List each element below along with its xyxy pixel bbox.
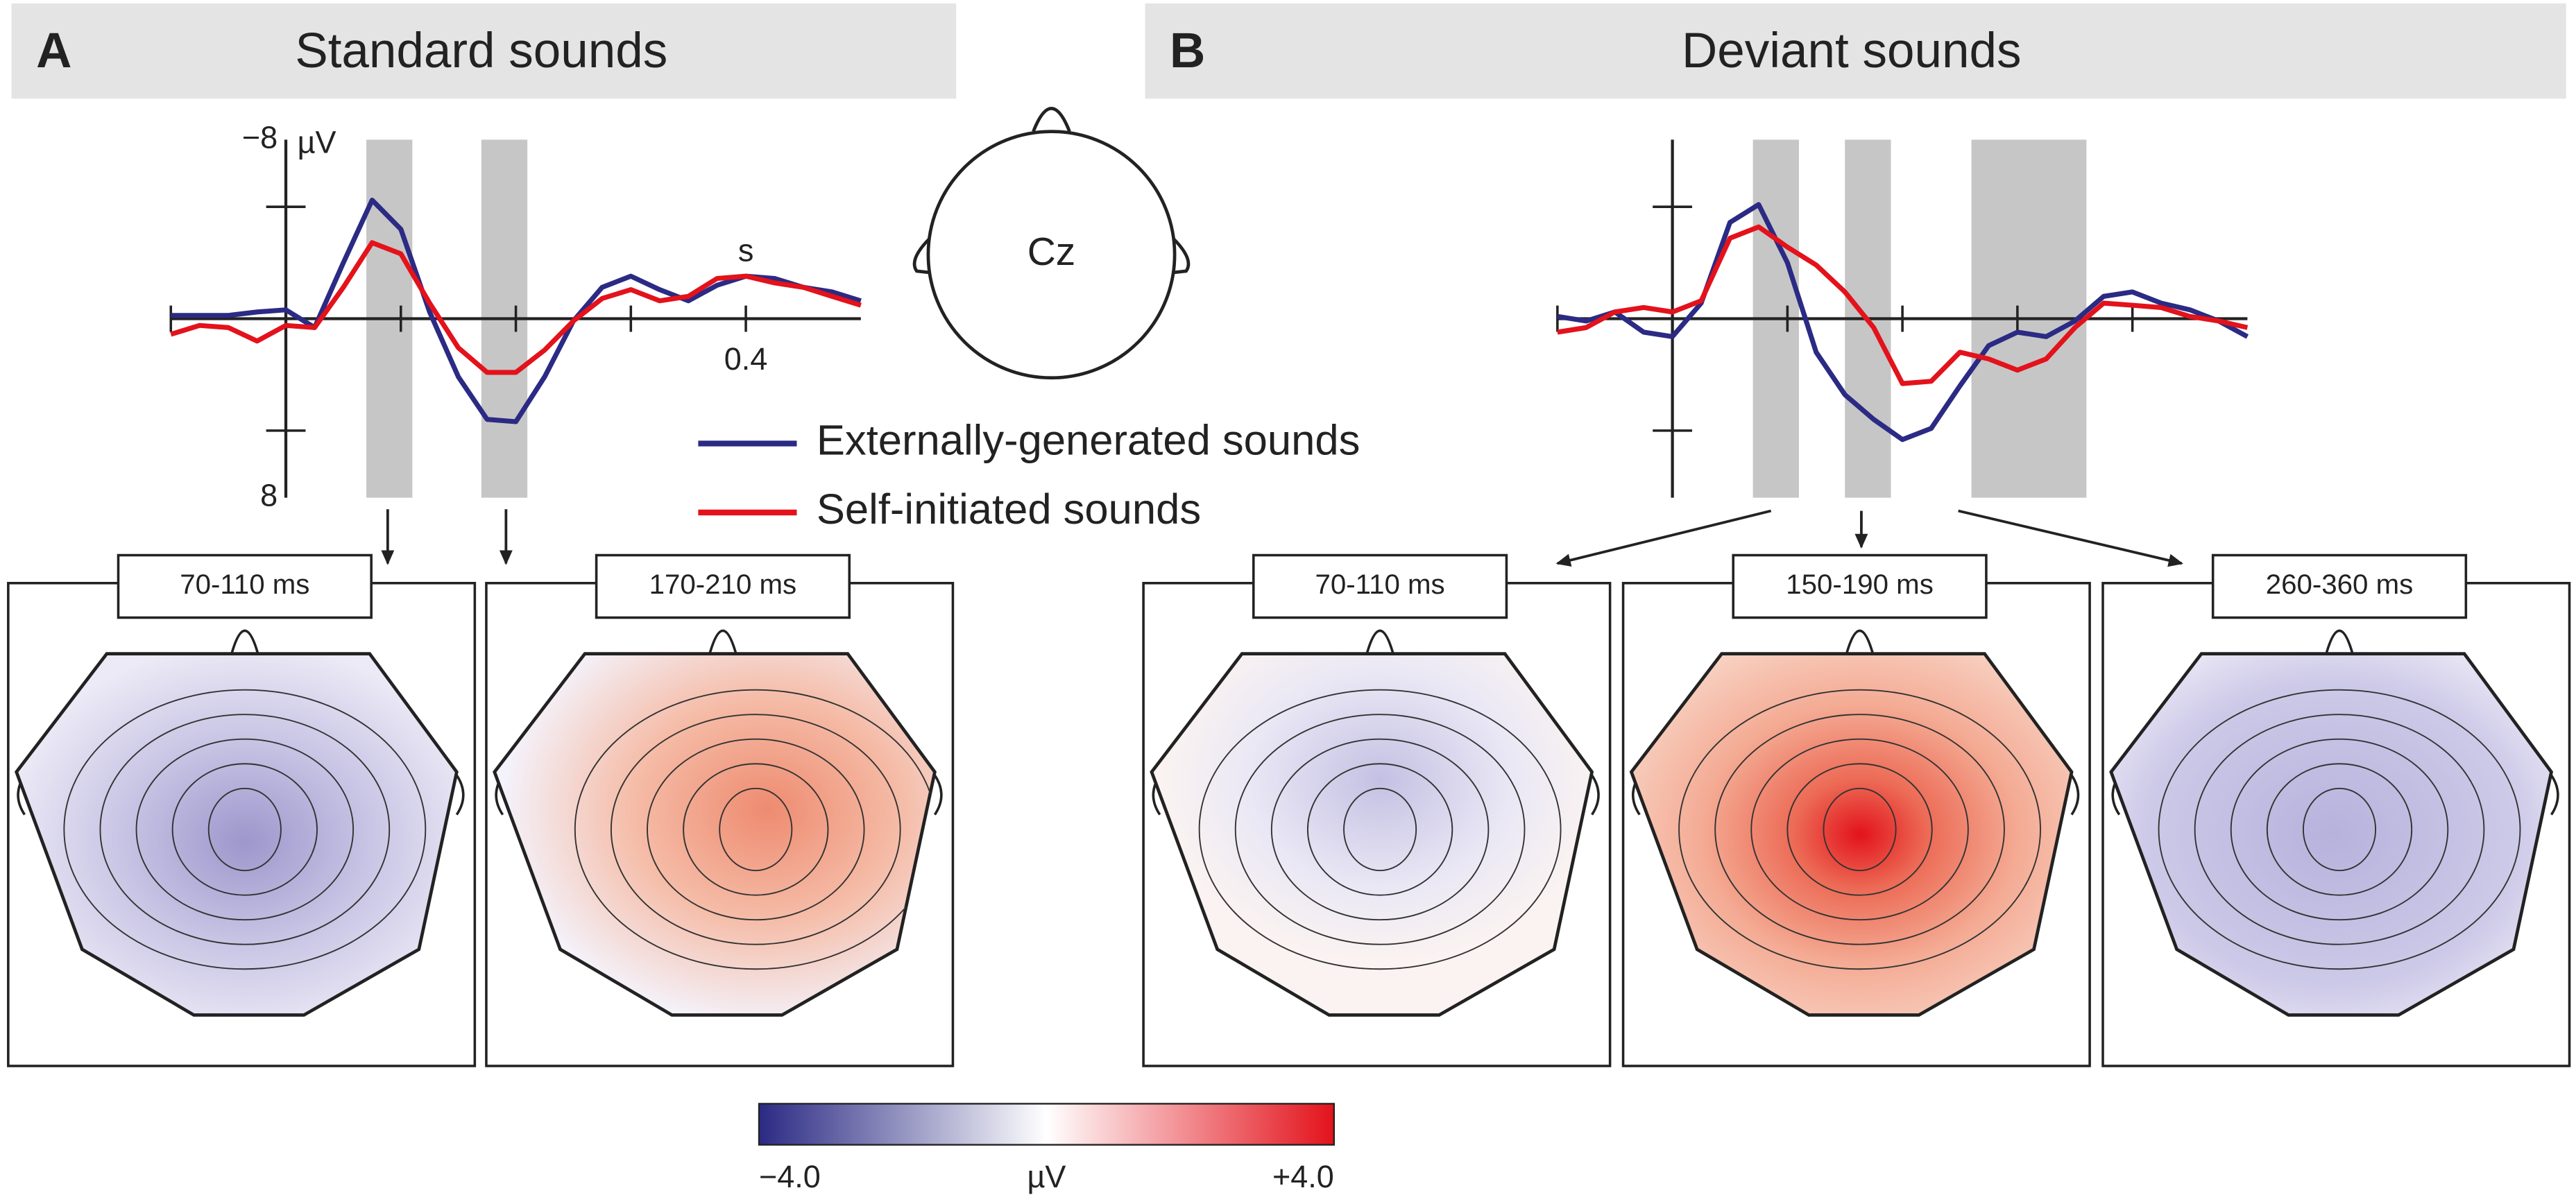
ear	[1591, 774, 1600, 816]
panel-header	[1145, 3, 2566, 99]
topomap-label-box	[1252, 553, 1508, 619]
contour	[647, 738, 865, 921]
contour	[63, 689, 427, 970]
contour	[99, 714, 391, 945]
y-tick-label: 8	[260, 478, 278, 513]
contour	[574, 689, 935, 970]
contour	[2302, 787, 2377, 872]
arrow	[1555, 509, 1772, 567]
y-unit: µV	[298, 124, 336, 160]
contour	[1786, 763, 1933, 896]
contour	[1678, 689, 2041, 970]
head	[926, 130, 1177, 380]
contour	[2158, 689, 2521, 970]
nose	[1845, 629, 1875, 655]
head-diagram	[912, 107, 1191, 380]
colorbar-tick-label: −4.0	[759, 1159, 821, 1194]
ear	[455, 774, 465, 816]
scalp-map	[2109, 652, 2554, 1017]
panel-header	[11, 3, 957, 99]
contour	[1750, 738, 1969, 921]
contour	[1270, 738, 1490, 921]
waveform	[1557, 224, 2249, 386]
contour	[1823, 787, 1897, 872]
nose	[230, 629, 259, 655]
scalp-map	[493, 652, 937, 1017]
topomap-label-box	[1732, 553, 1988, 619]
contour	[171, 763, 318, 896]
y-tick-label: −8	[242, 119, 278, 155]
scalp-map	[1150, 652, 1594, 1017]
topomap-label: 70-110 ms	[1315, 569, 1445, 600]
contour	[719, 787, 793, 872]
colorbar-tick-label: +4.0	[1272, 1159, 1334, 1194]
topomap-label-box	[2211, 553, 2468, 619]
scalp-map	[15, 652, 459, 1017]
contour	[1306, 763, 1453, 896]
contour	[1343, 787, 1417, 872]
ear	[933, 774, 943, 816]
colorbar-unit: µV	[1027, 1159, 1066, 1194]
contour	[1234, 714, 1526, 945]
contour	[1714, 714, 2005, 945]
topomaps: 70-110 ms 170-210 ms 70-110 ms 150-190 ms 26…	[7, 553, 2571, 1067]
contour	[2194, 714, 2485, 945]
contour	[610, 714, 901, 945]
panel-label: B	[1170, 24, 1205, 78]
topomap-label: 150-190 ms	[1786, 569, 1934, 600]
panel-title: Standard sounds	[295, 24, 667, 78]
contour	[683, 763, 829, 896]
topomap-label: 260-360 ms	[2266, 569, 2414, 600]
topomap-label: 170-210 ms	[649, 569, 797, 600]
waveform	[1557, 202, 2249, 442]
nose	[2325, 629, 2354, 655]
legend-label: Externally-generated sounds	[817, 417, 1360, 465]
arrow	[1958, 509, 2183, 567]
topomap-label-box	[117, 553, 373, 619]
x-tick-label: 0.4	[724, 341, 768, 377]
panel-label: A	[36, 24, 71, 78]
nose	[1365, 629, 1394, 655]
legend-label: Self-initiated sounds	[817, 485, 1201, 533]
scalp-map	[1629, 652, 2074, 1017]
waveform	[170, 240, 862, 375]
topomap-label: 70-110 ms	[180, 569, 309, 600]
contour	[2230, 738, 2449, 921]
nose	[1032, 107, 1071, 132]
contour	[135, 738, 355, 921]
topomap-label-box	[595, 553, 851, 619]
contour	[1198, 689, 1562, 970]
panel-title: Deviant sounds	[1682, 24, 2022, 78]
ear	[2070, 774, 2080, 816]
arrows	[381, 509, 2183, 567]
contour	[207, 787, 282, 872]
contour	[2266, 763, 2413, 896]
nose	[708, 629, 737, 655]
colorbar	[758, 1103, 1335, 1146]
electrode-label: Cz	[1027, 230, 1075, 274]
ear	[2550, 774, 2559, 816]
x-unit: s	[738, 233, 753, 268]
